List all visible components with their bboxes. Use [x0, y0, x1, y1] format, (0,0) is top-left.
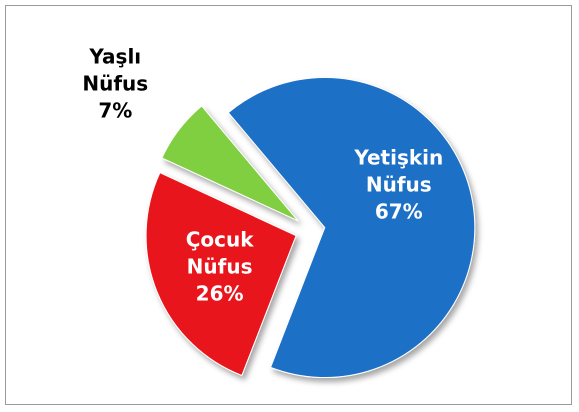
- category-label: Yetişkin Nüfus: [354, 145, 444, 197]
- pie-slice: [227, 77, 476, 378]
- value-label: 26%: [195, 281, 244, 306]
- slice-label: Yaşlı Nüfus 7%: [55, 43, 175, 124]
- pie-slice: [145, 172, 297, 377]
- value-label: 7%: [98, 98, 133, 123]
- category-label: Çocuk Nüfus: [185, 227, 254, 279]
- pie-slice: [161, 105, 299, 222]
- slice-label: Çocuk Nüfus 26%: [160, 226, 280, 307]
- slice-label: Yetişkin Nüfus 67%: [339, 145, 459, 226]
- chart-frame: [5, 5, 572, 405]
- value-label: 67%: [374, 199, 423, 224]
- category-label: Yaşlı Nüfus: [82, 44, 149, 96]
